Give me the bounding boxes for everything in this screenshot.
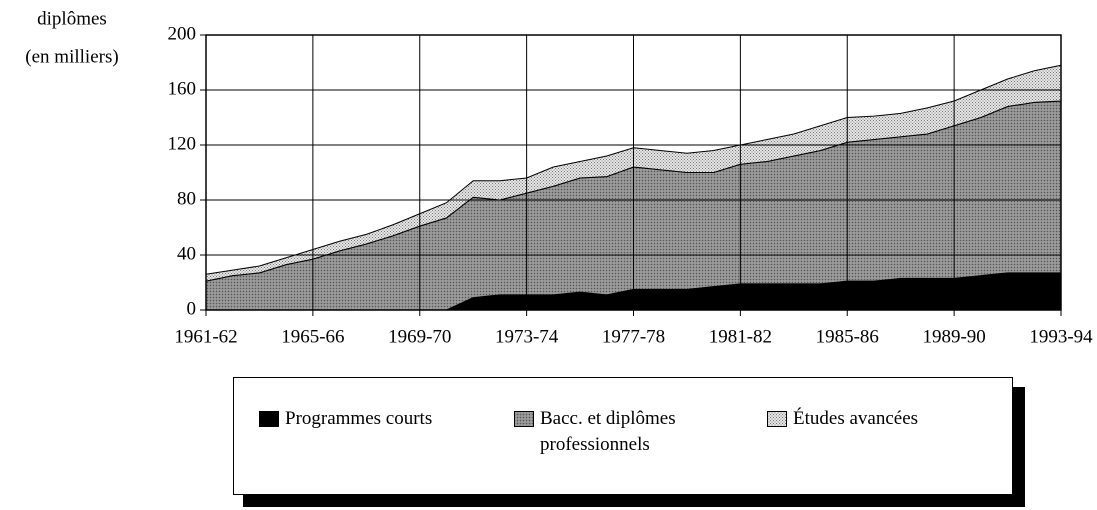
y-tick-label: 160 [168, 78, 197, 99]
y-tick-label: 40 [177, 243, 196, 264]
legend: Programmes courts Bacc. et diplômes profe… [233, 377, 1013, 495]
legend-item: Bacc. et diplômes professionnels [514, 406, 740, 458]
legend-label: Programmes courts [285, 408, 433, 429]
y-tick-label: 80 [177, 188, 196, 209]
x-tick-label: 1989-90 [922, 326, 985, 347]
x-tick-label: 1993-94 [1029, 326, 1093, 347]
legend-swatch [259, 411, 279, 427]
plot-frame [205, 34, 1062, 311]
x-tick-label: 1961-62 [174, 326, 237, 347]
x-tick-label: 1981-82 [709, 326, 772, 347]
y-tick-label: 200 [168, 23, 197, 44]
legend-item: Études avancées [767, 406, 993, 432]
x-tick-label: 1965-66 [281, 326, 344, 347]
x-tick-label: 1977-78 [602, 326, 665, 347]
y-tick-label: 0 [187, 298, 197, 319]
legend-label: Études avancées [793, 408, 919, 429]
legend-swatch [514, 411, 534, 427]
y-tick-label: 120 [168, 133, 197, 154]
x-tick-label: 1969-70 [388, 326, 451, 347]
x-tick-label: 1973-74 [495, 326, 559, 347]
chart: diplômes (en milliers) 0 40 80 120 160 200 196… [25, 8, 1093, 347]
legend-item: Programmes courts [259, 406, 485, 432]
legend-swatch [767, 411, 787, 427]
legend-label: Bacc. et diplômes professionnels [540, 408, 676, 455]
x-tick-label: 1985-86 [816, 326, 879, 347]
y-axis-label: (en milliers) [25, 46, 118, 67]
y-axis-label: diplômes [37, 8, 107, 29]
